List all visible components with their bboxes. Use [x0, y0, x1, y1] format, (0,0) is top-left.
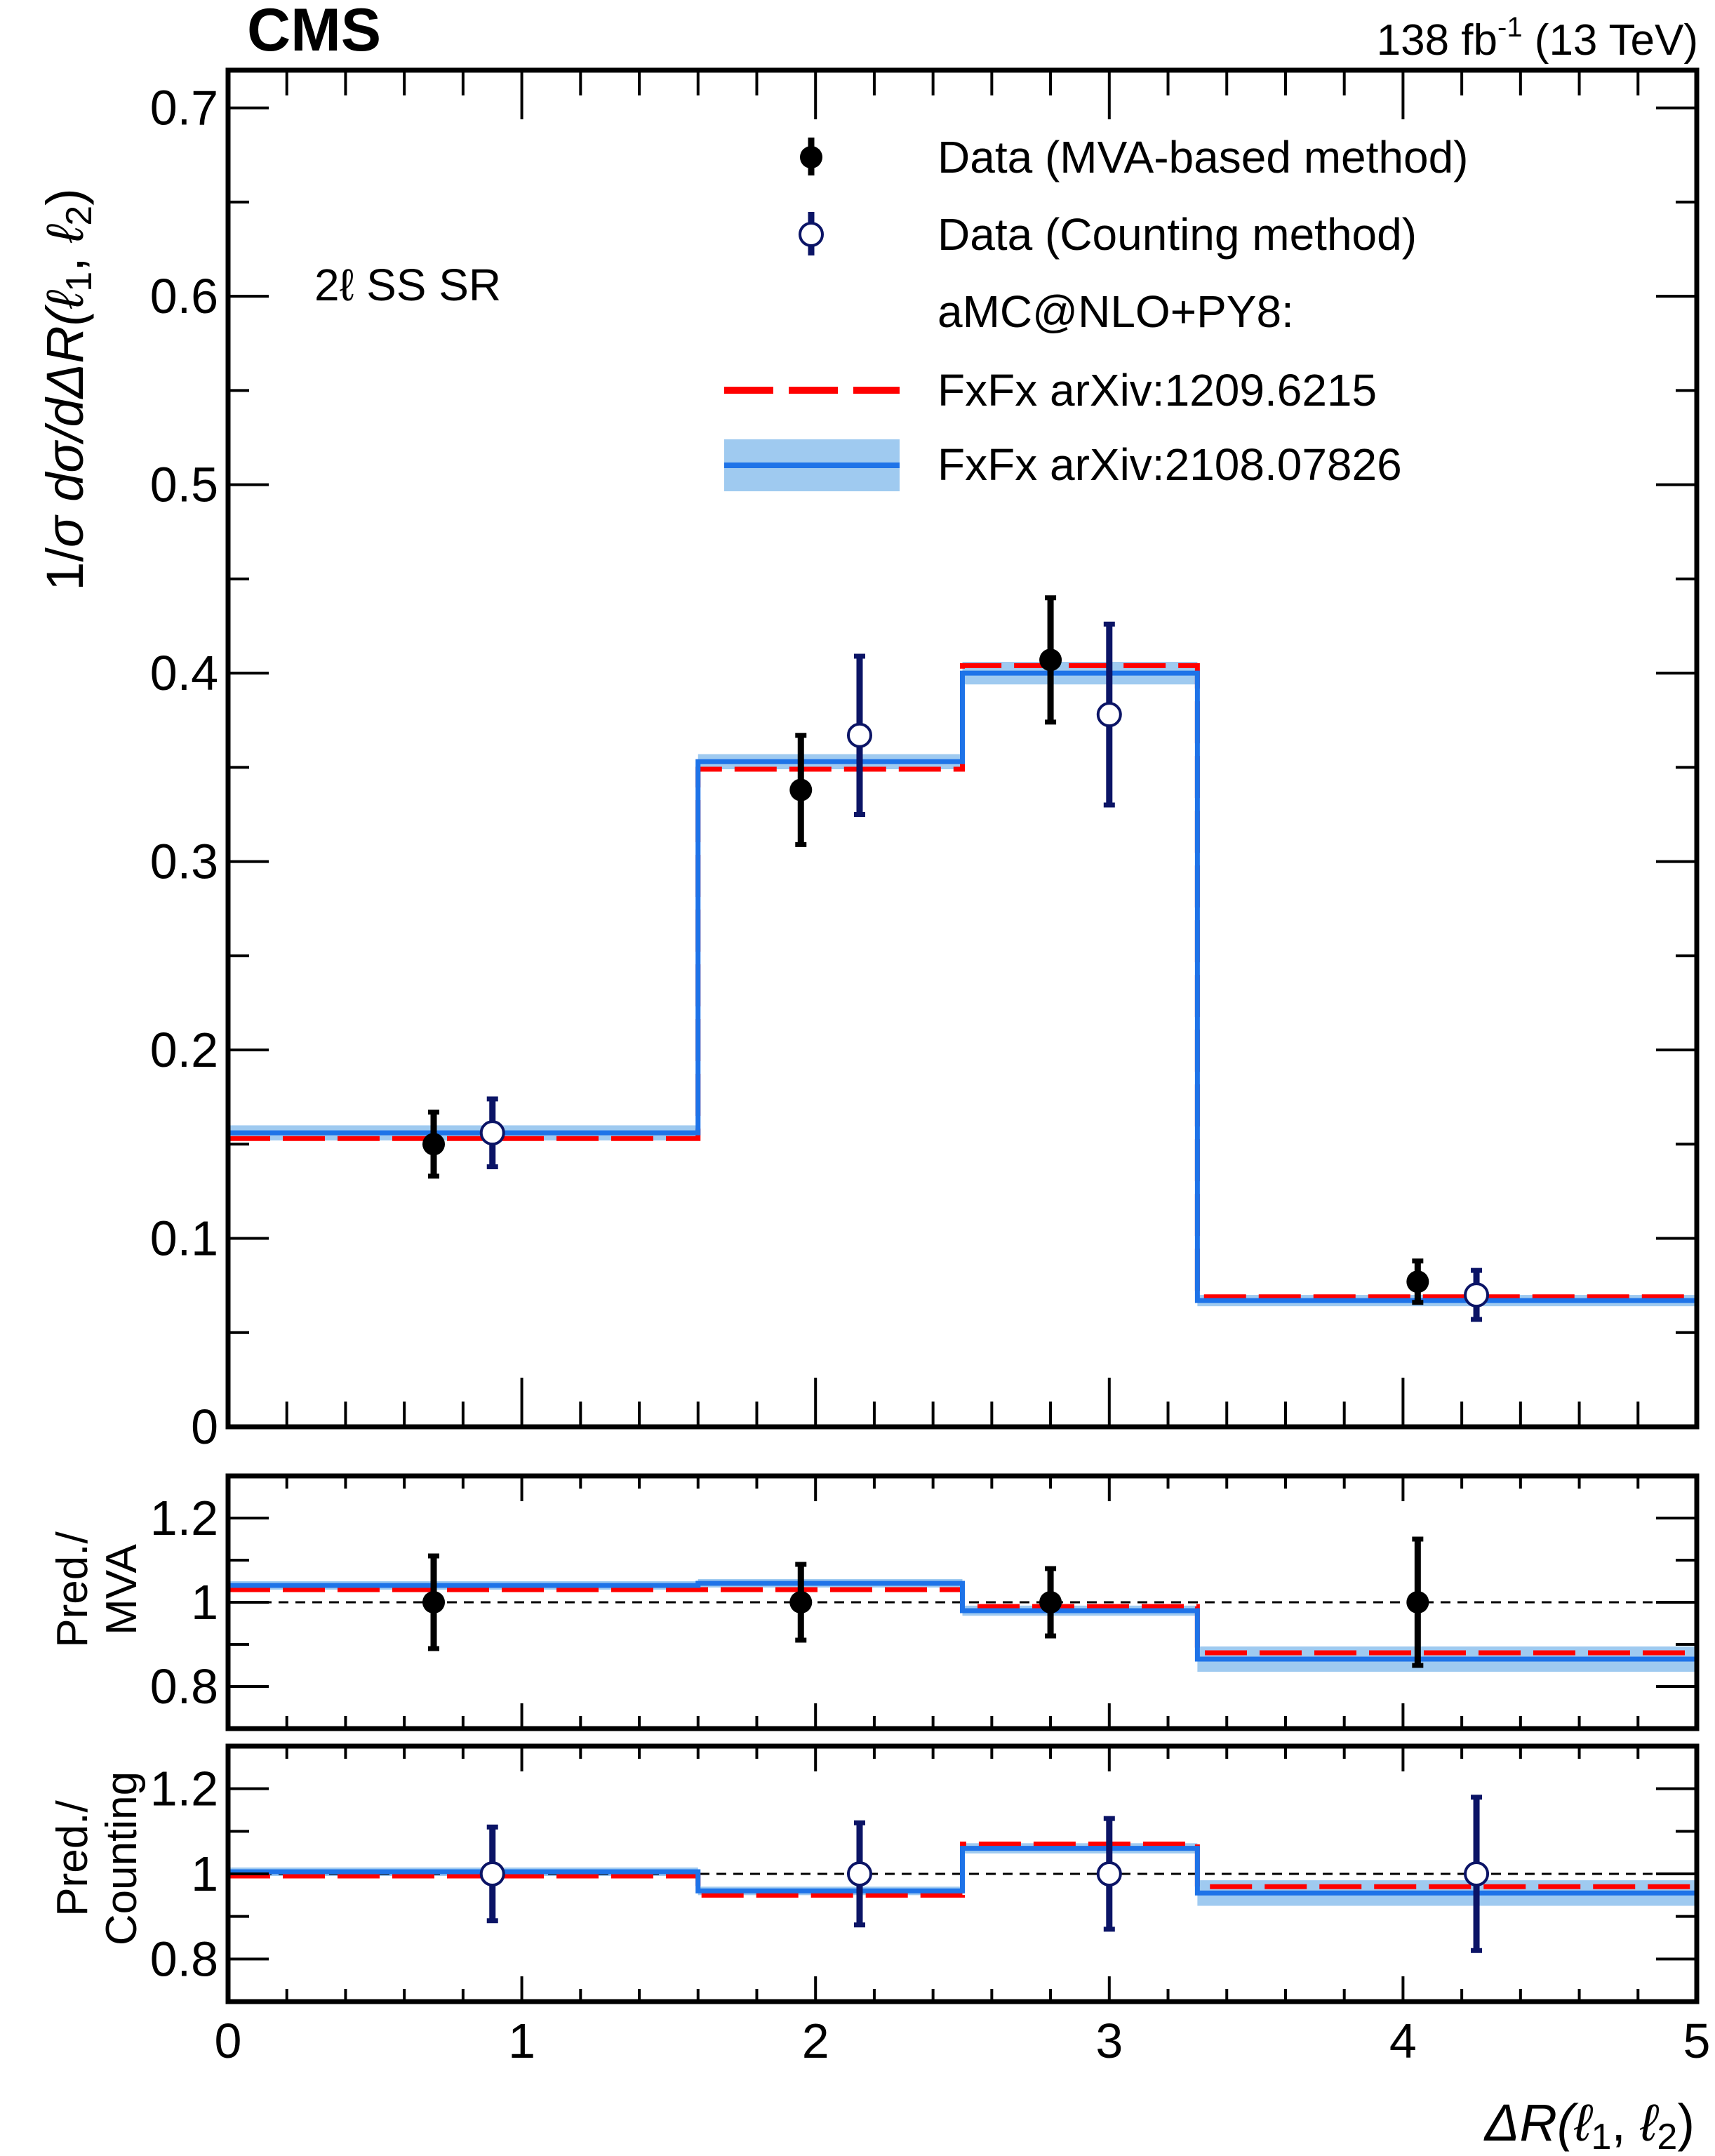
experiment-label: CMS: [247, 0, 381, 64]
x-tick-label-2: 2: [802, 2014, 829, 2068]
main-series-fxfx-2108: [228, 670, 1697, 1303]
ratio_mva-mva-point-3: [1406, 1536, 1429, 1668]
ratio_counting-y-tick-label-1: 1: [191, 1846, 218, 1901]
x-tick-label-5: 5: [1683, 2014, 1711, 2068]
legend-label-counting: Data (Counting method): [937, 209, 1417, 260]
ratio_mva-y-tick-label-1: 1: [191, 1575, 218, 1630]
x-axis-title: ΔR(ℓ1, ℓ2): [1483, 2094, 1695, 2156]
luminosity-value: 138 fb: [1377, 16, 1497, 65]
legend: Data (MVA-based method) Data (Counting m…: [724, 132, 1468, 491]
main-counting-point-0: [479, 1096, 505, 1170]
ratio-mva-y-axis-title: Pred./MVA: [48, 1531, 146, 1648]
ratio-mva-panel: 0.8 1 1.2: [150, 1473, 1700, 1731]
legend-label-generator: aMC@NLO+PY8:: [937, 286, 1294, 337]
main-counting-point-2: [1096, 621, 1122, 808]
ratio_mva-mva-point-1: [789, 1562, 813, 1643]
main-y-tick-label-5: 0.5: [150, 458, 218, 512]
ratio_counting-y-tick-label-2: 1.2: [150, 1762, 218, 1816]
main-mva-point-2: [1039, 595, 1062, 725]
main-mva-point-3: [1406, 1258, 1429, 1305]
ratio_counting-y-tick-label-0: 0.8: [150, 1931, 218, 1986]
legend-label-fxfx-2108: FxFx arXiv:2108.07826: [937, 439, 1402, 490]
x-tick-label-4: 4: [1389, 2014, 1417, 2068]
ratio_counting-series-fxfx-2108: [228, 1846, 1697, 1896]
legend-entry-fxfx-2108: FxFx arXiv:2108.07826: [724, 439, 1402, 491]
energy-value: (13 TeV): [1523, 16, 1698, 65]
x-tick-label-0: 0: [215, 2014, 242, 2068]
ratio-counting-y-axis-title: Pred./Counting: [48, 1771, 146, 1945]
ratio-counting-panel: 0.8 1 1.2 0 1 2 3 4 5: [150, 1743, 1711, 2068]
main-y-tick-label-6: 0.6: [150, 269, 218, 324]
main-mva-point-1: [789, 733, 813, 847]
ratio_mva-y-tick-label-2: 1.2: [150, 1491, 218, 1545]
main-y-tick-label-3: 0.3: [150, 834, 218, 889]
main-y-tick-label-1: 0.1: [150, 1211, 218, 1266]
main-y-tick-label-2: 0.2: [150, 1023, 218, 1077]
ratio_mva-y-tick-label-0: 0.8: [150, 1659, 218, 1714]
legend-entry-mva: Data (MVA-based method): [800, 132, 1468, 182]
ratio_counting-counting-point-2: [1096, 1816, 1122, 1932]
main-y-tick-label-4: 0.4: [150, 646, 218, 700]
x-tick-label-3: 3: [1095, 2014, 1123, 2068]
main-y-tick-label-7: 0.7: [150, 81, 218, 135]
main-y-axis-title: 1/σ dσ/dΔR(ℓ1, ℓ2): [36, 188, 100, 591]
legend-entry-fxfx-1209: FxFx arXiv:1209.6215: [724, 365, 1377, 415]
luminosity-label: 138 fb-1 (13 TeV): [1377, 12, 1698, 65]
legend-entry-counting: Data (Counting method): [799, 209, 1417, 260]
ratio_mva-mva-point-0: [422, 1553, 446, 1651]
main-counting-point-1: [846, 653, 872, 817]
ratio_mva-mva-point-2: [1039, 1566, 1062, 1639]
main-mva-point-0: [422, 1110, 446, 1179]
x-tick-label-1: 1: [508, 2014, 535, 2068]
ratio_counting-counting-point-1: [846, 1820, 872, 1928]
ratio_counting-counting-point-3: [1464, 1795, 1490, 1953]
main-panel: 0 0.1 0.2 0.3 0.4 0.5 0.6 0.7: [150, 67, 1700, 1454]
ratio_mva-series-fxfx-2108: [228, 1581, 1697, 1662]
legend-label-fxfx-1209: FxFx arXiv:1209.6215: [937, 365, 1377, 415]
region-label: 2ℓ SS SR: [314, 260, 501, 310]
main-counting-point-3: [1464, 1267, 1490, 1322]
luminosity-exponent: -1: [1497, 12, 1523, 43]
ratio_counting-counting-point-0: [479, 1824, 505, 1924]
legend-label-mva: Data (MVA-based method): [937, 132, 1468, 182]
main-y-tick-label-0: 0: [191, 1399, 218, 1454]
